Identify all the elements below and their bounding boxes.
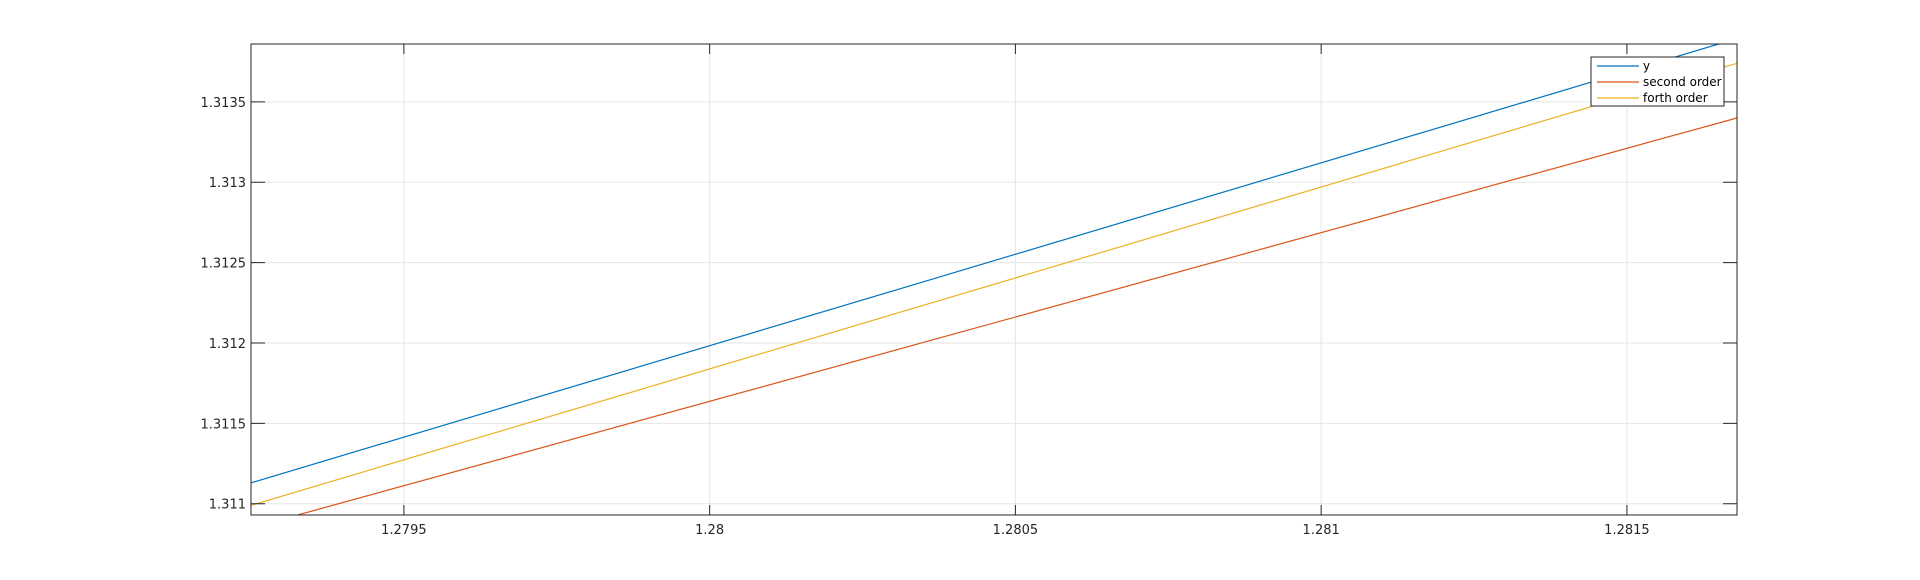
x-tick-label: 1.281 <box>1303 523 1340 538</box>
legend-label-y: y <box>1643 59 1650 73</box>
y-tick-labels: 1.311 1.3115 1.312 1.3125 1.313 1.3135 <box>201 96 247 513</box>
x-tick-label: 1.2815 <box>1604 523 1650 538</box>
ticks <box>251 44 1737 515</box>
y-tick-label: 1.313 <box>209 176 246 191</box>
series-line-second-order <box>295 117 1737 515</box>
legend-label-second-order: second order <box>1643 75 1722 89</box>
y-tick-label: 1.3115 <box>201 417 247 432</box>
legend-label-forth-order: forth order <box>1643 91 1708 105</box>
y-tick-label: 1.3135 <box>201 96 247 111</box>
y-tick-label: 1.3125 <box>201 257 247 272</box>
plot-area <box>251 44 1737 515</box>
x-tick-label: 1.2795 <box>381 523 427 538</box>
legend: y second order forth order <box>1590 56 1725 107</box>
axes-box <box>250 43 1738 516</box>
series-line-forth-order <box>251 62 1737 506</box>
series-line-y <box>251 44 1719 484</box>
x-tick-label: 1.28 <box>695 523 724 538</box>
grid <box>251 44 1737 515</box>
series-group <box>251 44 1737 515</box>
x-tick-labels: 1.2795 1.28 1.2805 1.281 1.2815 <box>381 523 1650 538</box>
x-tick-label: 1.2805 <box>993 523 1039 538</box>
y-tick-label: 1.311 <box>209 498 246 513</box>
y-tick-label: 1.312 <box>209 337 246 352</box>
